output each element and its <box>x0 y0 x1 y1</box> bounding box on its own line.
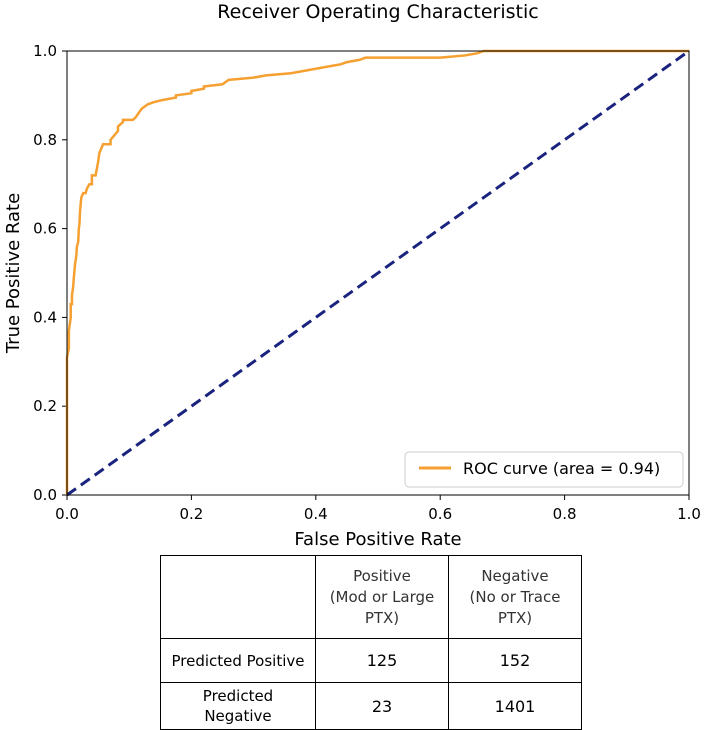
row-header-predicted-positive: Predicted Positive <box>160 638 316 683</box>
x-tick-label: 0.4 <box>304 505 328 523</box>
legend-box <box>404 451 684 488</box>
header-line: PTX) <box>497 608 533 627</box>
legend: ROC curve (area = 0.94) <box>404 451 684 488</box>
chance-diagonal-line <box>66 49 690 497</box>
confusion-matrix-table: Positive (Mod or Large PTX) Negative (No… <box>160 555 582 730</box>
header-line: (No or Trace <box>469 587 561 606</box>
table-corner-cell <box>160 555 316 639</box>
y-tick-label: 0.8 <box>33 131 57 149</box>
table-header-row: Positive (Mod or Large PTX) Negative (No… <box>160 555 582 639</box>
header-line: Negative <box>481 566 549 585</box>
row-header-line: Negative <box>204 707 272 725</box>
y-tick-label: 1.0 <box>33 42 57 60</box>
y-axis-ticks: 0.0 0.2 0.4 0.6 0.8 1.0 <box>33 42 67 504</box>
cell-tp: 125 <box>315 638 449 683</box>
x-tick-label: 0.2 <box>179 505 203 523</box>
x-axis-ticks: 0.0 0.2 0.4 0.6 0.8 1.0 <box>55 495 701 523</box>
y-axis-label: True Positive Rate <box>3 193 24 354</box>
column-header-positive: Positive (Mod or Large PTX) <box>315 555 449 639</box>
roc-curve-line <box>65 49 689 495</box>
x-tick-label: 1.0 <box>677 505 701 523</box>
header-line: Positive <box>353 566 411 585</box>
cell-fp: 152 <box>448 638 582 683</box>
y-tick-label: 0.4 <box>33 308 57 326</box>
table-row: Predicted Negative 23 1401 <box>160 682 582 730</box>
row-header-line: Predicted <box>202 687 274 705</box>
cell-tn: 1401 <box>448 682 582 730</box>
column-header-negative: Negative (No or Trace PTX) <box>448 555 582 639</box>
y-tick-label: 0.0 <box>33 486 57 504</box>
chart-title: Receiver Operating Characteristic <box>217 1 538 23</box>
x-tick-label: 0.8 <box>553 505 577 523</box>
header-line: PTX) <box>364 608 400 627</box>
table-row: Predicted Positive 125 152 <box>160 638 582 683</box>
x-tick-label: 0.6 <box>428 505 452 523</box>
roc-chart: Receiver Operating Characteristic 0.0 0.2… <box>3 1 701 550</box>
y-tick-label: 0.2 <box>33 397 57 415</box>
header-line: (Mod or Large <box>329 587 435 606</box>
series-layer <box>65 49 690 497</box>
row-header-predicted-negative: Predicted Negative <box>160 682 316 730</box>
y-tick-label: 0.6 <box>33 220 57 238</box>
x-axis-label: False Positive Rate <box>294 529 461 550</box>
row-header-line: Predicted Positive <box>171 651 305 670</box>
plot-frame <box>66 50 690 496</box>
legend-label-roc: ROC curve (area = 0.94) <box>463 459 660 478</box>
cell-fn: 23 <box>315 682 449 730</box>
x-tick-label: 0.0 <box>55 505 79 523</box>
